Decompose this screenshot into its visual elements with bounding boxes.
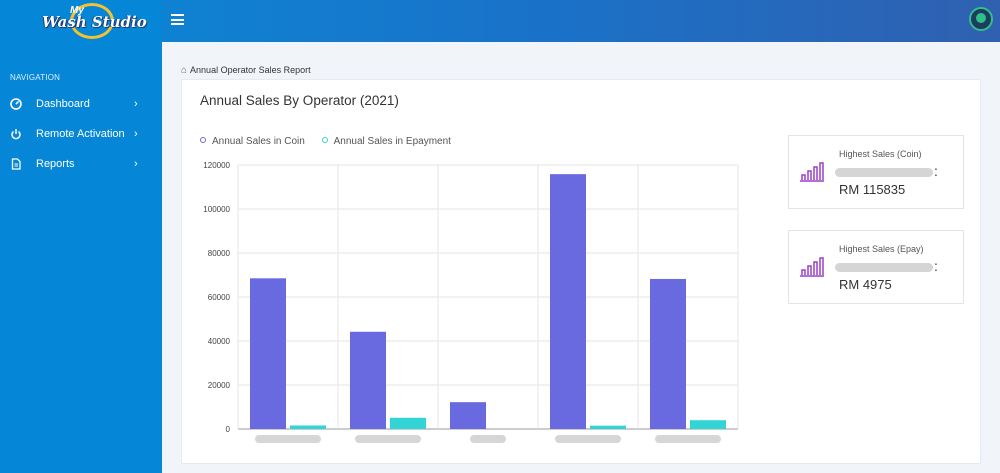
redacted-category-label [655, 435, 721, 443]
legend-item-epayment[interactable]: Annual Sales in Epayment [321, 136, 451, 147]
sales-bar-chart: 0 20000 40000 60000 80000 100000 120000 [203, 161, 739, 443]
redacted-category-label [470, 435, 506, 443]
y-tick-label: 0 [226, 425, 231, 434]
breadcrumb-label: Annual Operator Sales Report [190, 65, 311, 75]
report-panel: Annual Sales By Operator (2021) Annual S… [181, 79, 981, 464]
redacted-operator-name [835, 168, 933, 177]
logo-ring [70, 3, 114, 39]
card-colon: : [934, 163, 938, 179]
bar-chart-icon [800, 162, 824, 182]
bar-coin [550, 174, 586, 429]
dashboard-icon [10, 98, 22, 110]
sidebar: NAVIGATION Dashboard › Remote Activation… [0, 42, 162, 473]
card-colon: : [934, 258, 938, 274]
highest-sales-coin-card: Highest Sales (Coin) : RM 115835 [788, 135, 964, 209]
sidebar-item-dashboard[interactable]: Dashboard › [0, 93, 162, 119]
logo-brand-text: Wash Studio [42, 13, 147, 31]
bar-coin [450, 402, 486, 429]
bar-epayment [690, 420, 726, 429]
sidebar-item-label: Remote Activation [36, 128, 125, 140]
chevron-right-icon: › [134, 158, 138, 170]
legend-label: Annual Sales in Coin [212, 136, 305, 147]
power-icon [10, 128, 22, 140]
y-tick-label: 120000 [203, 161, 230, 170]
bar-epayment [290, 425, 326, 429]
breadcrumb: ⌂ Annual Operator Sales Report [181, 65, 311, 76]
card-title: Highest Sales (Coin) [839, 149, 922, 159]
bar-coin [650, 278, 686, 429]
redacted-category-label [255, 435, 321, 443]
redacted-category-label [555, 435, 621, 443]
chart-legend: Annual Sales in Coin Annual Sales in Epa… [200, 136, 465, 147]
y-tick-label: 100000 [203, 205, 230, 214]
legend-label: Annual Sales in Epayment [333, 136, 451, 147]
nav-heading: NAVIGATION [10, 73, 61, 82]
bar-coin [250, 278, 286, 429]
user-avatar[interactable] [969, 7, 993, 31]
y-tick-label: 80000 [208, 249, 231, 258]
redacted-operator-name [835, 263, 933, 272]
y-tick-label: 40000 [208, 337, 231, 346]
sidebar-item-label: Dashboard [36, 98, 90, 110]
file-icon [10, 158, 22, 170]
bar-chart-icon [800, 257, 824, 277]
home-icon[interactable]: ⌂ [181, 65, 188, 76]
sidebar-item-label: Reports [36, 158, 75, 170]
wash-studio-logo[interactable]: My Wash Studio [40, 3, 147, 39]
card-title: Highest Sales (Epay) [839, 244, 924, 254]
chevron-right-icon: › [134, 128, 138, 140]
panel-title: Annual Sales By Operator (2021) [200, 93, 399, 108]
sidebar-item-remote-activation[interactable]: Remote Activation › [0, 123, 162, 149]
menu-toggle-icon[interactable] [171, 14, 184, 25]
chevron-right-icon: › [134, 98, 138, 110]
card-value: RM 4975 [839, 277, 892, 292]
logo-area: My Wash Studio [0, 0, 162, 42]
redacted-category-label [355, 435, 421, 443]
card-value: RM 115835 [839, 182, 906, 197]
legend-dot [321, 137, 328, 143]
logo-top-text: My [70, 5, 84, 16]
y-tick-label: 20000 [208, 381, 231, 390]
sidebar-item-reports[interactable]: Reports › [0, 153, 162, 179]
bar-epayment [590, 425, 626, 429]
y-tick-label: 60000 [208, 293, 231, 302]
legend-dot [200, 137, 206, 143]
highest-sales-epay-card: Highest Sales (Epay) : RM 4975 [788, 230, 964, 304]
legend-item-coin[interactable]: Annual Sales in Coin [200, 136, 305, 147]
top-bar [0, 0, 1000, 42]
bar-epayment [390, 417, 426, 429]
bar-coin [350, 331, 386, 429]
